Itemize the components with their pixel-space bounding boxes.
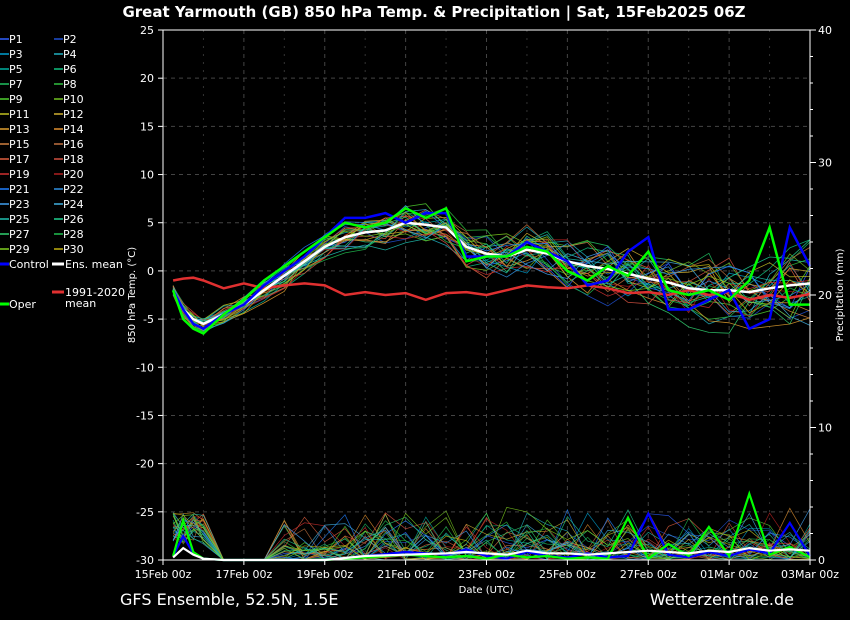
y-axis-left: 25 20 15 10 5 0 -5 -10 -15 -20 -25 -30 — [136, 24, 163, 567]
series-oper — [171, 206, 810, 335]
member-line — [172, 222, 811, 326]
member-line — [172, 225, 811, 321]
legend-label: P2 — [63, 33, 77, 46]
legend-label: P14 — [63, 123, 84, 136]
y-tick-label: 0 — [147, 265, 154, 278]
legend-label: P26 — [63, 213, 84, 226]
legend-label: P7 — [9, 78, 23, 91]
legend-label: P21 — [9, 183, 30, 196]
x-axis-label: Date (UTC) — [459, 585, 514, 596]
legend-label-oper: Oper — [9, 298, 36, 311]
member-line — [172, 217, 811, 321]
y-tick-label: -15 — [136, 409, 154, 422]
y2-tick-label: 20 — [818, 289, 832, 302]
member-line — [172, 211, 811, 328]
legend-label: P29 — [9, 243, 30, 256]
y2-tick-label: 10 — [818, 422, 832, 435]
legend-label: P4 — [63, 48, 77, 61]
legend-label: P10 — [63, 93, 84, 106]
legend-label: P30 — [63, 243, 84, 256]
legend-label: P23 — [9, 198, 30, 211]
member-line — [172, 222, 811, 327]
y-tick-label: -30 — [136, 554, 154, 567]
y2-tick-label: 30 — [818, 157, 832, 170]
legend-label: P9 — [9, 93, 23, 106]
precipitation-series — [172, 490, 811, 562]
y-tick-label: 20 — [140, 72, 154, 85]
legend-label: P27 — [9, 228, 30, 241]
y-tick-label: 5 — [147, 217, 154, 230]
x-tick-label: 03Mar 00z — [781, 568, 839, 581]
x-tick-label: 21Feb 00z — [377, 568, 434, 581]
footer-model-info: GFS Ensemble, 52.5N, 1.5E — [120, 590, 339, 609]
legend-label: P13 — [9, 123, 30, 136]
legend-label: P5 — [9, 63, 23, 76]
legend-label: P19 — [9, 168, 30, 181]
series-control — [171, 211, 812, 331]
legend-label: P25 — [9, 213, 30, 226]
legend-label: P15 — [9, 138, 30, 151]
y-axis-right: 40 30 20 10 0 — [810, 24, 832, 567]
y2-axis-label: Precipitation (mm) — [835, 248, 846, 341]
legend-label-clim: 1991-2020 — [65, 286, 125, 299]
y-tick-label: -5 — [143, 313, 154, 326]
y-tick-label: 25 — [140, 24, 154, 37]
x-tick-label: 17Feb 00z — [216, 568, 273, 581]
y2-tick-label: 0 — [818, 554, 825, 567]
legend-label: P8 — [63, 78, 77, 91]
legend-label: P28 — [63, 228, 84, 241]
legend-label: P20 — [63, 168, 84, 181]
y-tick-label: -10 — [136, 361, 154, 374]
y2-tick-label: 40 — [818, 24, 832, 37]
chart-title: Great Yarmouth (GB) 850 hPa Temp. & Prec… — [122, 3, 745, 22]
x-tick-label: 23Feb 00z — [458, 568, 515, 581]
highlight-series — [171, 206, 812, 335]
x-tick-label: 27Feb 00z — [620, 568, 677, 581]
legend-label: P1 — [9, 33, 23, 46]
legend-label: P16 — [63, 138, 84, 151]
y-axis-label: 850 hPa Temp. (°C) — [127, 247, 138, 343]
member-line — [172, 209, 811, 328]
y-tick-label: -25 — [136, 506, 154, 519]
x-tick-label: 01Mar 00z — [700, 568, 758, 581]
legend-label: P24 — [63, 198, 84, 211]
legend-label-ens-mean: Ens. mean — [65, 258, 123, 271]
legend: P1 P2 P3 P4 P5 P6 P7 P8 P9 P10 P11 P12 P13 P14 P15 P16 P… — [0, 33, 125, 311]
footer-source: Wetterzentrale.de — [650, 590, 794, 609]
member-line — [172, 207, 811, 330]
legend-label-control: Control — [9, 258, 49, 271]
series-ens-mean — [171, 221, 811, 326]
member-line — [172, 222, 811, 328]
x-tick-label: 15Feb 00z — [135, 568, 192, 581]
member-line — [172, 214, 811, 322]
legend-label: P12 — [63, 108, 84, 121]
x-tick-label: 25Feb 00z — [539, 568, 596, 581]
legend-label: P6 — [63, 63, 77, 76]
legend-label: P18 — [63, 153, 84, 166]
legend-label: P11 — [9, 108, 30, 121]
y-tick-label: 15 — [140, 120, 154, 133]
legend-label: P3 — [9, 48, 23, 61]
x-tick-label: 19Feb 00z — [296, 568, 353, 581]
y-tick-label: 10 — [140, 169, 154, 182]
member-line — [172, 228, 811, 330]
legend-label: P22 — [63, 183, 84, 196]
legend-label: P17 — [9, 153, 30, 166]
member-line — [172, 216, 811, 334]
legend-label-clim-2: mean — [65, 297, 96, 310]
y-tick-label: -20 — [136, 458, 154, 471]
x-axis: 15Feb 00z 17Feb 00z 19Feb 00z 21Feb 00z 23Fe… — [135, 560, 839, 581]
